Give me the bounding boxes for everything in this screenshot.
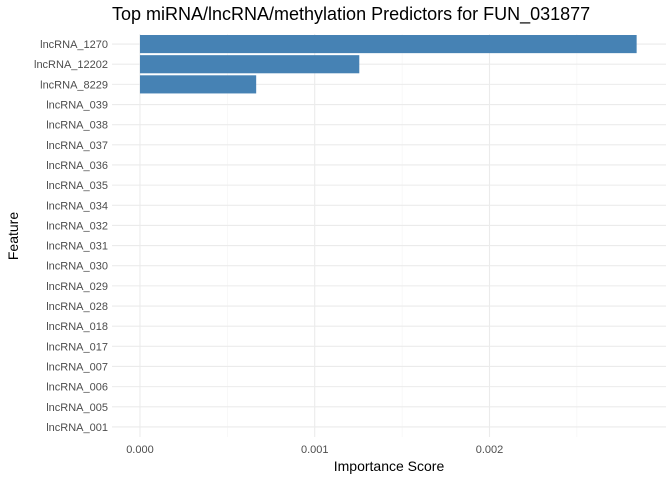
y-tick-label: lncRNA_031 bbox=[46, 241, 108, 253]
y-tick-label: lncRNA_036 bbox=[46, 160, 108, 172]
grid-lines bbox=[112, 34, 666, 437]
y-tick-label: lncRNA_001 bbox=[46, 422, 108, 434]
y-tick-label: lncRNA_039 bbox=[46, 100, 108, 112]
x-tick-label: 0.001 bbox=[301, 444, 329, 456]
y-tick-label: lncRNA_005 bbox=[46, 402, 108, 414]
x-axis-title: Importance Score bbox=[334, 458, 445, 474]
y-tick-label: lncRNA_12202 bbox=[34, 59, 108, 71]
y-tick-label: lncRNA_006 bbox=[46, 382, 108, 394]
y-tick-label: lncRNA_017 bbox=[46, 341, 108, 353]
y-tick-label: lncRNA_032 bbox=[46, 220, 108, 232]
bar bbox=[139, 35, 637, 54]
plot-panel bbox=[112, 34, 666, 437]
y-tick-label: lncRNA_034 bbox=[46, 200, 108, 212]
y-tick-label: lncRNA_007 bbox=[46, 361, 108, 373]
x-axis-tick-labels: 0.000 0.001 0.002 bbox=[126, 444, 503, 456]
y-tick-label: lncRNA_029 bbox=[46, 281, 108, 293]
y-axis-title: Feature bbox=[5, 212, 21, 260]
y-tick-label: lncRNA_038 bbox=[46, 120, 108, 132]
bar bbox=[139, 75, 257, 94]
y-tick-label: lncRNA_018 bbox=[46, 321, 108, 333]
y-tick-label: lncRNA_1270 bbox=[40, 39, 108, 51]
y-tick-label: lncRNA_035 bbox=[46, 180, 108, 192]
y-axis-tick-labels: lncRNA_1270 lncRNA_12202 lncRNA_8229 lncRNA… bbox=[34, 39, 108, 434]
y-tick-label: lncRNA_030 bbox=[46, 261, 108, 273]
x-tick-label: 0.002 bbox=[476, 444, 504, 456]
y-tick-label: lncRNA_037 bbox=[46, 140, 108, 152]
y-tick-label: lncRNA_8229 bbox=[40, 79, 108, 91]
bar bbox=[139, 55, 360, 74]
bars bbox=[139, 35, 637, 94]
chart-title: Top miRNA/lncRNA/methylation Predictors … bbox=[112, 4, 590, 25]
x-tick-label: 0.000 bbox=[126, 444, 154, 456]
y-tick-label: lncRNA_028 bbox=[46, 301, 108, 313]
